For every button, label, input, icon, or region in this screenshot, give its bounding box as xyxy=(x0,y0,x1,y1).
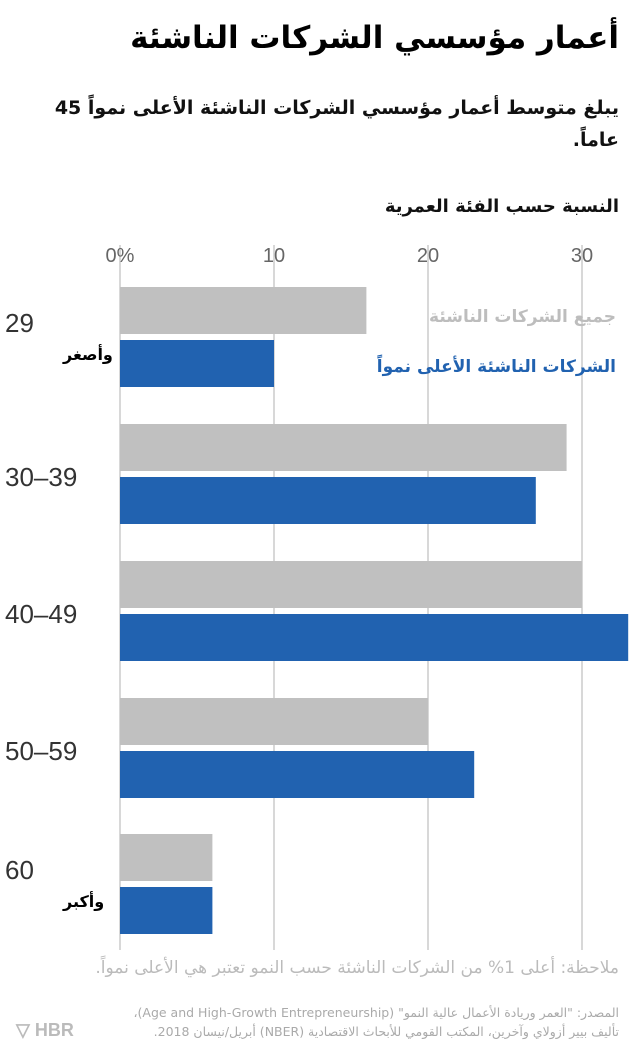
bar-all-startups-1 xyxy=(120,424,567,471)
category-label-word: وأصغر xyxy=(62,344,113,364)
source-text: المصدر: "العمر وريادة الأعمال عالية النم… xyxy=(133,1003,619,1041)
chart-title: أعمار مؤسسي الشركات الناشئة xyxy=(130,20,619,56)
category-label-word: وأكبر xyxy=(62,891,104,911)
source-line-2: تأليف بيير أزولاي وآخرين، المكتب القومي … xyxy=(153,1024,619,1039)
hbr-logo: ▽ HBR xyxy=(16,1020,74,1040)
x-tick-label: 10 xyxy=(263,245,285,267)
category-label: 40–49 xyxy=(5,599,77,629)
x-tick-label: 20 xyxy=(417,245,439,267)
category-label: 29 xyxy=(5,308,34,338)
hbr-logo-text: HBR xyxy=(34,1020,74,1040)
x-tick-label: 0% xyxy=(106,245,135,267)
legend-label-high-growth: الشركات الناشئة الأعلى نمواً xyxy=(376,353,616,377)
category-label: 50–59 xyxy=(5,736,77,766)
bar-all-startups-2 xyxy=(120,561,582,608)
source-line-1: المصدر: "العمر وريادة الأعمال عالية النم… xyxy=(133,1005,619,1020)
bar-all-startups-3 xyxy=(120,698,428,745)
bar-high-growth-2 xyxy=(120,614,629,661)
x-axis-label: النسبة حسب الفئة العمرية xyxy=(384,196,619,217)
bar-high-growth-4 xyxy=(120,887,213,934)
x-tick-label: 30 xyxy=(571,245,593,267)
footnote: ملاحظة: أعلى 1% من الشركات الناشئة حسب ا… xyxy=(95,958,619,978)
bar-high-growth-1 xyxy=(120,477,536,524)
chart-subtitle: يبلغ متوسط أعمار مؤسسي الشركات الناشئة ا… xyxy=(54,97,619,151)
bar-high-growth-0 xyxy=(120,340,274,387)
bar-all-startups-0 xyxy=(120,287,367,334)
category-label: 60 xyxy=(5,855,34,885)
bar-high-growth-3 xyxy=(120,751,475,798)
legend-label-all-startups: جميع الشركات الناشئة xyxy=(429,307,616,327)
bar-all-startups-4 xyxy=(120,834,213,881)
category-label: 30–39 xyxy=(5,462,77,492)
